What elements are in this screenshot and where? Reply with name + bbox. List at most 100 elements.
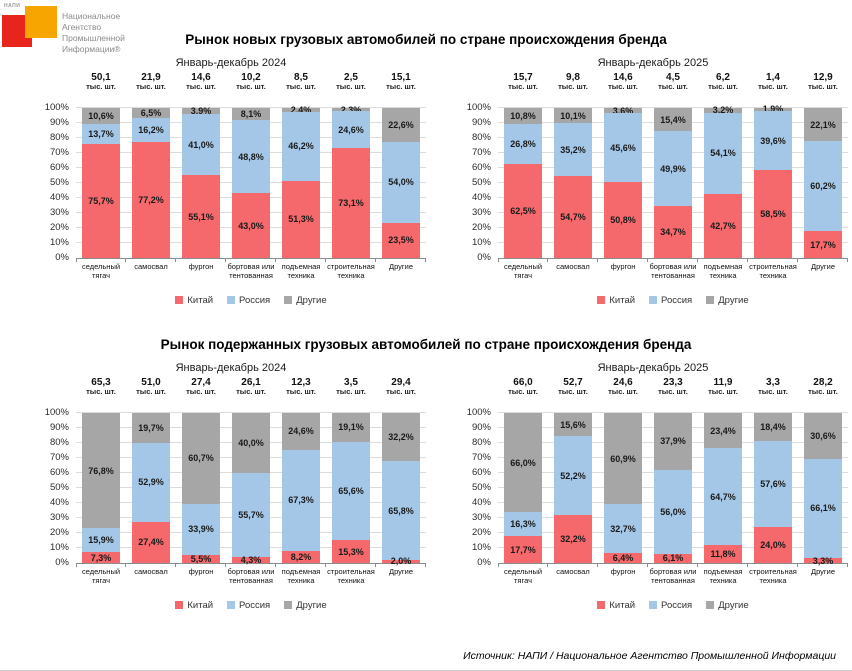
chart-subtitle: Январь-декабрь 2024 [175,57,287,69]
chart-new-2024: Январь-декабрь 2024 0% 10% 20% 30% 40% 50% 60%… [36,57,426,311]
bar-segment-others: 10,8% [504,108,542,125]
total-value: 15,7 [513,72,533,83]
total-value: 23,3 [663,377,683,388]
bar-segment-china: 11,8% [704,545,742,563]
bar-segment-china: 3,3% [804,556,842,566]
y-tick-label: 50% [49,482,69,493]
total-unit: тыс. шт. [708,387,738,396]
y-tick-label: 10% [49,237,69,248]
x-axis: седельный тягач самосвал фургон бортовая ил… [76,259,426,280]
chart-canvas: 0% 10% 20% 30% 40% 50% 60% 70% 80% 90% 100% 66,0 тыс… [458,376,848,616]
chart-subtitle: Январь-декабрь 2025 [597,362,709,374]
legend-swatch-russia [227,296,236,304]
segment-label: 57,6% [760,478,786,489]
segment-label: 54,1% [710,148,736,159]
bar-segment-russia: 66,1% [804,458,842,559]
segment-label: 33,9% [188,524,214,535]
legend-swatch-china [597,601,606,609]
legend-label: Другие [296,294,327,306]
segment-label: 65,8% [388,505,414,516]
y-tick-label: 30% [471,512,491,523]
y-tick-label: 60% [471,162,491,173]
total-unit: тыс. шт. [508,387,538,396]
segment-label: 66,1% [810,503,836,514]
total-value: 10,2 [241,72,261,83]
bar-segment-others: 2,4% [282,105,320,115]
category-label: фургон [598,564,648,585]
total-value: 65,3 [91,377,111,388]
bar-column: 51,0 тыс. шт. 19,7% 52,9% 27,4% [126,377,176,563]
legend-swatch-russia [227,601,236,609]
total-unit: тыс. шт. [708,82,738,91]
bar-segment-russia: 52,2% [554,436,592,515]
segment-label: 4,3% [240,554,262,565]
bar-segment-china: 55,1% [182,175,220,258]
stacked-bar: 3,2% 54,1% 42,7% [704,105,742,258]
y-tick-label: 90% [49,422,69,433]
bar-segment-others: 76,8% [82,413,120,529]
category-label: подъемная техника [698,564,748,585]
total-unit: тыс. шт. [558,387,588,396]
bar-segment-russia: 65,6% [332,441,370,541]
segment-label: 76,8% [88,465,114,476]
legend-label: Другие [718,599,749,611]
segment-label: 13,7% [88,129,114,140]
total-unit: тыс. шт. [336,387,366,396]
segment-label: 23,4% [710,425,736,436]
stacked-bar: 19,7% 52,9% 27,4% [132,413,170,563]
bar-segment-others: 30,6% [804,413,842,459]
bar-column: 12,3 тыс. шт. 24,6% 67,3% 8,2% [276,377,326,563]
bar-column: 2,5 тыс. шт. 2,3% 24,6% 73,1% [326,72,376,258]
category-label: Другие [798,564,848,585]
segment-label: 60,9% [610,453,636,464]
legend-item-others: Другие [706,599,749,611]
total-label: 14,6 тыс. шт. [170,72,232,91]
segment-label: 46,2% [288,141,314,152]
segment-label: 73,1% [338,198,364,209]
total-label: 11,9 тыс. шт. [692,377,754,396]
segment-label: 40,0% [238,438,264,448]
legend-label: Другие [718,294,749,306]
bar-column: 9,8 тыс. шт. 10,1% 35,2% 54,7% [548,72,598,258]
total-value: 21,9 [141,72,161,83]
segment-label: 55,1% [188,211,214,222]
gridline [76,107,426,108]
total-label: 66,0 тыс. шт. [492,377,554,396]
segment-label: 62,5% [510,206,536,217]
bar-column: 6,2 тыс. шт. 3,2% 54,1% 42,7% [698,72,748,258]
legend-item-others: Другие [284,600,327,611]
total-label: 65,3 тыс. шт. [70,377,132,396]
segment-label: 24,6% [288,426,314,437]
legend-label: Китай [609,599,636,611]
bar-segment-russia: 54,0% [382,141,420,223]
y-tick-label: 70% [471,147,491,158]
bar-segment-russia: 24,6% [332,111,370,149]
total-unit: тыс. шт. [286,82,316,91]
legend-label: Китай [187,599,214,611]
category-label: строительная техника [748,564,798,585]
chart-subtitle: Январь-декабрь 2024 [175,362,287,374]
segment-label: 23,5% [388,235,414,246]
y-tick-label: 70% [471,452,491,463]
legend-label: Китай [609,294,636,306]
bar-column: 23,3 тыс. шт. 37,9% 56,0% 6,1% [648,377,698,563]
chart-canvas: 0% 10% 20% 30% 40% 50% 60% 70% 80% 90% 100% 65,3 тыс… [36,376,426,616]
bar-segment-china: 43,0% [232,193,270,258]
stacked-bar: 23,4% 64,7% 11,8% [704,413,742,563]
stacked-bar: 37,9% 56,0% 6,1% [654,413,692,563]
bar-segment-others: 24,6% [282,413,320,450]
bar-segment-others: 32,2% [382,413,420,462]
chart-body: 0% 10% 20% 30% 40% 50% 60% 70% 80% 90% 100% 50,1 тыс… [36,71,426,263]
y-tick-label: 60% [49,162,69,173]
total-unit: тыс. шт. [186,387,216,396]
segment-label: 2,4% [290,104,312,115]
segment-label: 3,9% [190,105,212,116]
total-value: 14,6 [191,72,211,83]
segment-label: 6,5% [140,107,162,118]
category-label: самосвал [126,564,176,585]
bar-column: 52,7 тыс. шт. 15,6% 52,2% 32,2% [548,377,598,563]
segment-label: 8,1% [240,109,262,120]
total-unit: тыс. шт. [508,82,538,91]
stacked-bar: 6,5% 16,2% 77,2% [132,108,170,258]
stacked-bar: 66,0% 16,3% 17,7% [504,413,542,563]
